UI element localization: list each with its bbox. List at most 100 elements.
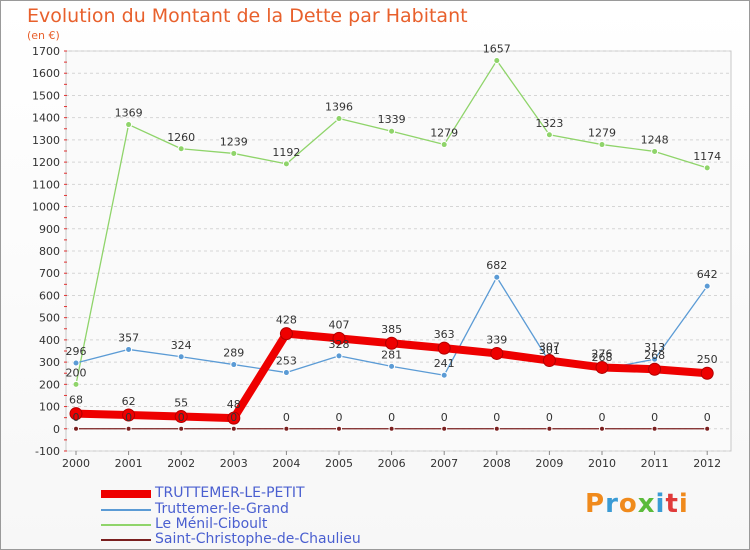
- legend-label: Truttemer-le-Grand: [155, 501, 289, 517]
- data-label: 1323: [535, 117, 563, 130]
- data-point: [283, 425, 290, 432]
- x-tick-label: 2004: [272, 457, 300, 470]
- data-point: [703, 164, 711, 172]
- data-point: [651, 147, 659, 155]
- logo-letter: o: [618, 489, 638, 519]
- y-tick-label: 1300: [32, 134, 60, 147]
- data-label: 385: [381, 323, 402, 336]
- logo-letter: t: [665, 489, 679, 519]
- data-point: [440, 141, 448, 149]
- data-label: 0: [336, 411, 343, 424]
- data-point: [335, 115, 343, 123]
- x-tick-label: 2011: [641, 457, 669, 470]
- data-label: 0: [599, 411, 606, 424]
- data-point: [282, 160, 290, 168]
- data-point: [542, 354, 556, 368]
- data-label: 1369: [115, 107, 143, 120]
- y-tick-label: 1200: [32, 156, 60, 169]
- legend-swatch: [101, 509, 151, 511]
- y-tick-label: 1600: [32, 67, 60, 80]
- data-label: 642: [697, 268, 718, 281]
- data-point: [122, 408, 136, 422]
- data-point: [332, 331, 346, 345]
- legend-swatch: [101, 490, 151, 498]
- data-label: 1260: [167, 131, 195, 144]
- data-point: [69, 407, 83, 421]
- data-point: [493, 57, 501, 65]
- logo-letter: r: [605, 489, 619, 519]
- data-label: 276: [592, 347, 613, 360]
- data-point: [230, 361, 238, 369]
- y-tick-label: 200: [39, 378, 60, 391]
- data-label: 55: [174, 397, 188, 410]
- data-point: [335, 352, 343, 360]
- data-label: 307: [539, 341, 560, 354]
- data-label: 250: [697, 353, 718, 366]
- data-label: 68: [69, 394, 83, 407]
- proxiti-logo: Proxiti: [585, 489, 689, 519]
- data-point: [490, 346, 504, 360]
- data-point: [230, 425, 237, 432]
- data-label: 289: [223, 347, 244, 360]
- legend-label: TRUTTEMER-LE-PETIT: [155, 485, 305, 501]
- data-label: 0: [441, 411, 448, 424]
- legend-label: Saint-Christophe-de-Chaulieu: [155, 531, 361, 547]
- logo-letter: P: [585, 489, 606, 519]
- data-label: 0: [493, 411, 500, 424]
- data-label: 1396: [325, 101, 353, 114]
- y-tick-label: 600: [39, 289, 60, 302]
- data-label: 0: [230, 411, 237, 424]
- data-label: 428: [276, 314, 297, 327]
- data-label: 62: [122, 395, 136, 408]
- data-point: [388, 425, 395, 432]
- data-point: [72, 380, 80, 388]
- y-tick-label: -100: [35, 445, 60, 458]
- y-tick-label: 400: [39, 334, 60, 347]
- data-label: 324: [171, 339, 192, 352]
- y-tick-label: 1700: [32, 45, 60, 58]
- data-point: [388, 127, 396, 135]
- y-tick-label: 1500: [32, 89, 60, 102]
- data-point: [336, 425, 342, 432]
- x-tick-label: 2001: [115, 457, 143, 470]
- data-label: 0: [546, 411, 553, 424]
- x-tick-label: 2012: [693, 457, 721, 470]
- data-label: 313: [644, 341, 665, 354]
- data-point: [177, 353, 185, 361]
- y-tick-label: 1100: [32, 178, 60, 191]
- data-point: [598, 141, 606, 149]
- data-point: [648, 362, 662, 376]
- data-point: [700, 366, 714, 380]
- data-point: [437, 341, 451, 355]
- x-tick-label: 2007: [430, 457, 458, 470]
- data-label: 1279: [588, 127, 616, 140]
- data-label: 301: [539, 344, 560, 357]
- data-point: [599, 425, 605, 432]
- x-tick-label: 2002: [167, 457, 195, 470]
- data-point: [493, 425, 500, 432]
- data-label: 682: [486, 259, 507, 272]
- y-tick-label: 100: [39, 401, 60, 414]
- data-label: 407: [329, 318, 350, 331]
- data-point: [178, 425, 185, 432]
- data-label: 0: [388, 411, 395, 424]
- data-label: 1239: [220, 135, 248, 148]
- data-label: 0: [178, 411, 185, 424]
- logo-letter: i: [678, 489, 689, 519]
- x-tick-label: 2006: [378, 457, 406, 470]
- data-point: [177, 145, 185, 153]
- data-point: [125, 425, 132, 432]
- data-label: 0: [125, 411, 132, 424]
- legend-swatch: [101, 524, 151, 526]
- data-label: 268: [644, 349, 665, 362]
- y-tick-label: 1400: [32, 112, 60, 125]
- data-label: 339: [486, 333, 507, 346]
- data-point: [595, 360, 609, 374]
- chart-subtitle: (en €): [27, 29, 60, 42]
- data-label: 48: [227, 398, 241, 411]
- data-point: [440, 371, 448, 379]
- data-point: [230, 149, 238, 157]
- legend-swatch: [101, 539, 151, 541]
- data-label: 328: [329, 338, 350, 351]
